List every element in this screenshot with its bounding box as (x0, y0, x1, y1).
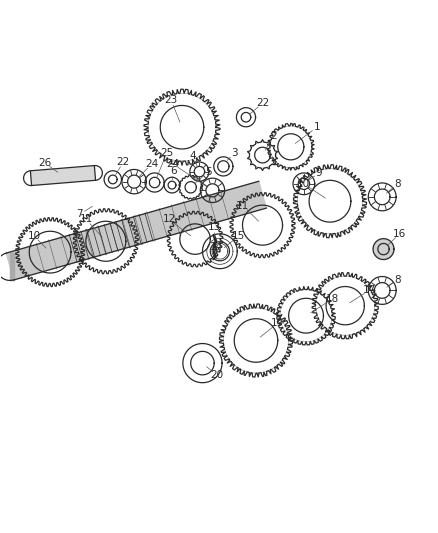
Text: 14: 14 (210, 242, 223, 252)
Text: 22: 22 (117, 157, 130, 167)
Text: 15: 15 (232, 231, 245, 241)
Text: 6: 6 (170, 166, 177, 176)
Polygon shape (373, 239, 394, 260)
Text: 2: 2 (270, 131, 277, 141)
Text: 8: 8 (394, 179, 401, 189)
Polygon shape (30, 166, 95, 185)
Text: 20: 20 (210, 370, 223, 381)
Text: 25: 25 (160, 148, 173, 158)
Text: 16: 16 (393, 229, 406, 239)
Text: 13: 13 (208, 222, 221, 232)
Text: 4: 4 (190, 150, 196, 160)
Text: 7: 7 (76, 209, 83, 219)
Text: 5: 5 (205, 167, 212, 176)
Text: 8: 8 (394, 274, 401, 285)
Text: 22: 22 (256, 98, 269, 108)
Text: 11: 11 (80, 214, 93, 224)
Text: 19: 19 (271, 318, 284, 328)
Text: 23: 23 (165, 95, 178, 105)
Text: 9: 9 (316, 168, 322, 178)
Polygon shape (6, 181, 266, 280)
Text: 11: 11 (237, 200, 250, 211)
Text: 26: 26 (38, 158, 52, 168)
Text: 10: 10 (297, 179, 311, 189)
Text: 3: 3 (231, 148, 237, 158)
Text: 24: 24 (145, 159, 158, 169)
Text: 17: 17 (363, 286, 376, 295)
Text: 18: 18 (325, 294, 339, 304)
Text: 24: 24 (167, 159, 180, 169)
Text: 12: 12 (162, 214, 176, 224)
Text: 1: 1 (314, 122, 320, 132)
Text: 10: 10 (28, 231, 41, 241)
